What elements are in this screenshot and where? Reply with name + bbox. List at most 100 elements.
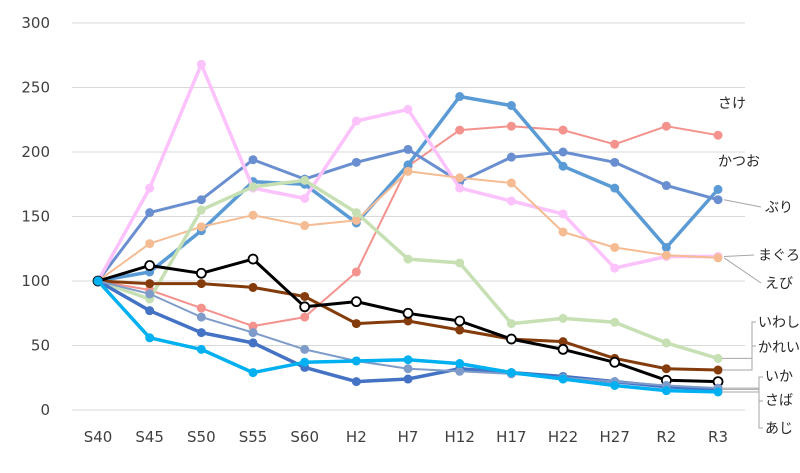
series-label: さけ — [718, 96, 746, 112]
data-point — [300, 357, 310, 367]
data-point — [661, 181, 671, 191]
data-point — [300, 175, 310, 185]
data-point — [506, 152, 516, 162]
data-point — [505, 333, 517, 345]
data-point — [557, 343, 569, 355]
data-point — [351, 377, 361, 387]
data-point — [455, 325, 465, 335]
data-point — [558, 125, 568, 135]
data-point — [558, 313, 568, 323]
series-label: さば — [765, 393, 793, 409]
data-point — [248, 321, 258, 331]
data-point — [558, 147, 568, 157]
data-point — [558, 227, 568, 237]
x-tick-label: R3 — [708, 428, 728, 446]
data-point — [300, 193, 310, 203]
data-point — [300, 344, 310, 354]
y-axis-ticks: 0 50 100 150 200 250 300 — [21, 14, 50, 419]
label-leader-line — [722, 376, 763, 390]
y-tick-label: 50 — [31, 337, 50, 355]
data-point — [455, 183, 465, 193]
data-point — [196, 59, 206, 69]
series-label: あじ — [765, 421, 793, 437]
label-leader-line — [722, 387, 763, 402]
data-point — [196, 303, 206, 313]
y-tick-label: 100 — [21, 272, 50, 290]
data-point — [196, 279, 206, 289]
series-label: ぶり — [765, 200, 793, 216]
data-point — [196, 328, 206, 338]
y-tick-label: 250 — [21, 79, 50, 97]
data-point — [196, 312, 206, 322]
data-point — [610, 263, 620, 273]
data-point — [506, 368, 516, 378]
data-point — [610, 380, 620, 390]
gridlines — [72, 22, 745, 411]
data-point — [403, 166, 413, 176]
data-point — [661, 338, 671, 348]
series-いわし — [93, 175, 723, 363]
data-point — [248, 282, 258, 292]
data-point — [300, 291, 310, 301]
data-point — [145, 289, 155, 299]
data-point — [145, 208, 155, 218]
data-point — [403, 160, 413, 170]
x-tick-label: R2 — [656, 428, 676, 446]
data-point — [713, 387, 723, 397]
data-point — [145, 333, 155, 343]
data-point — [351, 116, 361, 126]
data-point — [248, 182, 258, 192]
series-label: かつお — [718, 154, 760, 170]
data-point — [403, 254, 413, 264]
data-point — [248, 155, 258, 165]
data-point — [455, 258, 465, 268]
data-point — [403, 374, 413, 384]
data-point — [247, 253, 259, 265]
data-point — [300, 312, 310, 322]
data-point — [403, 104, 413, 114]
data-point — [455, 92, 465, 102]
label-leader-line — [724, 254, 755, 257]
series-label: かれい — [758, 340, 800, 356]
data-point — [558, 161, 568, 171]
x-tick-label: H17 — [496, 428, 526, 446]
data-point — [145, 239, 155, 249]
series-あじ — [93, 276, 723, 397]
x-tick-label: S50 — [187, 428, 216, 446]
data-point — [558, 374, 568, 384]
label-leader-line — [722, 391, 763, 429]
data-point — [196, 222, 206, 232]
data-point — [506, 121, 516, 131]
data-point — [506, 319, 516, 329]
data-point — [610, 242, 620, 252]
series-label: いわし — [758, 315, 800, 331]
data-point — [506, 178, 516, 188]
x-tick-label: H22 — [548, 428, 578, 446]
data-point — [248, 368, 258, 378]
data-point — [609, 356, 621, 368]
series-いか — [93, 276, 723, 394]
series-label: いか — [765, 369, 793, 385]
data-point — [661, 121, 671, 131]
series-label: えび — [765, 276, 793, 292]
series-total — [92, 253, 724, 388]
data-point — [455, 359, 465, 369]
data-point — [558, 337, 568, 347]
data-point — [610, 317, 620, 327]
x-tick-label: S40 — [84, 428, 113, 446]
data-point — [403, 316, 413, 326]
data-point — [351, 157, 361, 167]
label-leader-line — [723, 257, 762, 284]
data-point — [713, 253, 723, 263]
data-point — [403, 144, 413, 154]
data-point — [196, 344, 206, 354]
data-point — [93, 276, 103, 286]
data-point — [195, 267, 207, 279]
data-point — [351, 208, 361, 218]
data-point — [506, 196, 516, 206]
data-point — [248, 338, 258, 348]
data-point — [145, 183, 155, 193]
series-line — [96, 178, 720, 361]
data-point — [661, 242, 671, 252]
label-leader-line — [722, 321, 756, 359]
